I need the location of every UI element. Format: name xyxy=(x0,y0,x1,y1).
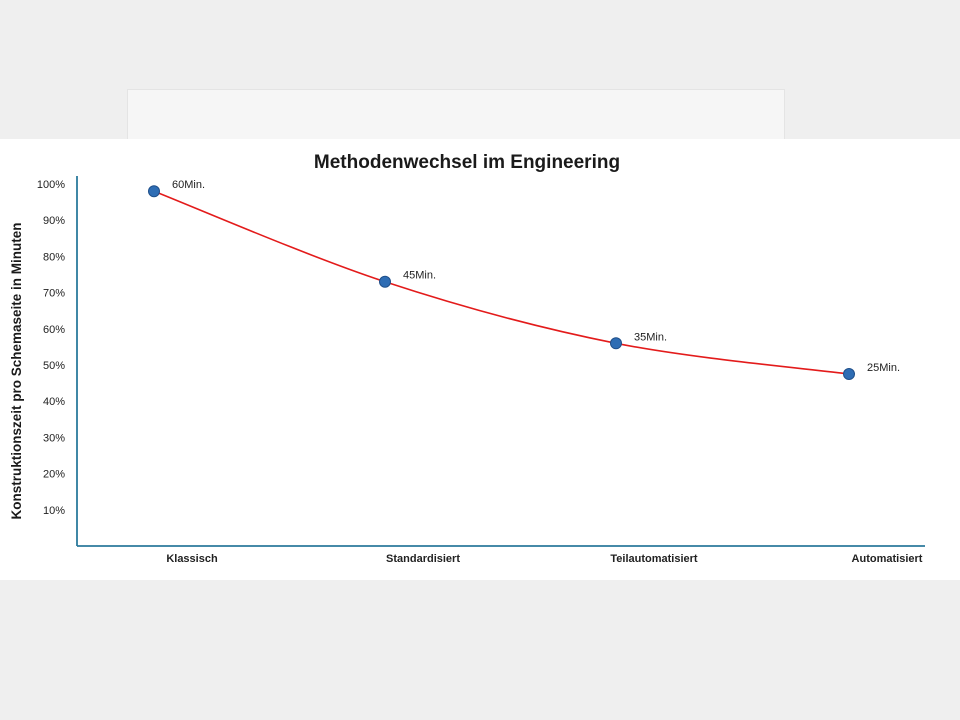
data-label: 60Min. xyxy=(172,179,205,191)
y-tick-label: 10% xyxy=(43,505,65,517)
y-tick-label: 80% xyxy=(43,251,65,263)
data-point-marker xyxy=(148,185,160,198)
y-tick-label: 30% xyxy=(43,432,65,444)
axes xyxy=(76,176,925,547)
chart-title: Methodenwechsel im Engineering xyxy=(314,152,620,173)
data-labels: 60Min. 45Min. 35Min. 25Min. xyxy=(172,179,900,374)
y-tick-label: 100% xyxy=(37,179,65,191)
data-label: 25Min. xyxy=(867,362,900,374)
data-point-marker xyxy=(843,368,855,381)
line-chart: Methodenwechsel im Engineering Konstrukt… xyxy=(9,152,925,565)
x-category-label: Teilautomatisiert xyxy=(610,553,698,565)
x-category-label: Standardisiert xyxy=(386,553,460,565)
y-tick-label: 60% xyxy=(43,324,65,336)
data-label: 45Min. xyxy=(403,270,436,282)
y-tick-label: 20% xyxy=(43,469,65,481)
y-tick-label: 70% xyxy=(43,288,65,300)
data-point-marker xyxy=(379,275,391,288)
y-tick-label: 40% xyxy=(43,396,65,408)
data-label: 35Min. xyxy=(634,331,667,343)
background-panel xyxy=(127,89,785,139)
series-line xyxy=(153,190,850,375)
data-markers xyxy=(148,185,855,381)
data-point-marker xyxy=(610,337,622,350)
x-category-label: Klassisch xyxy=(166,553,218,565)
y-tick-label: 90% xyxy=(43,215,65,227)
y-axis-title: Konstruktionszeit pro Schemaseite in Min… xyxy=(9,222,24,519)
y-tick-labels: 10% 20% 30% 40% 50% 60% 70% 80% 90% 100% xyxy=(37,179,65,517)
chart-panel: Methodenwechsel im Engineering Konstrukt… xyxy=(0,139,960,580)
x-category-labels: Klassisch Standardisiert Teilautomatisiert… xyxy=(166,553,922,565)
series-path xyxy=(153,190,850,375)
y-tick-label: 50% xyxy=(43,360,65,372)
x-category-label: Automatisiert xyxy=(852,553,923,565)
